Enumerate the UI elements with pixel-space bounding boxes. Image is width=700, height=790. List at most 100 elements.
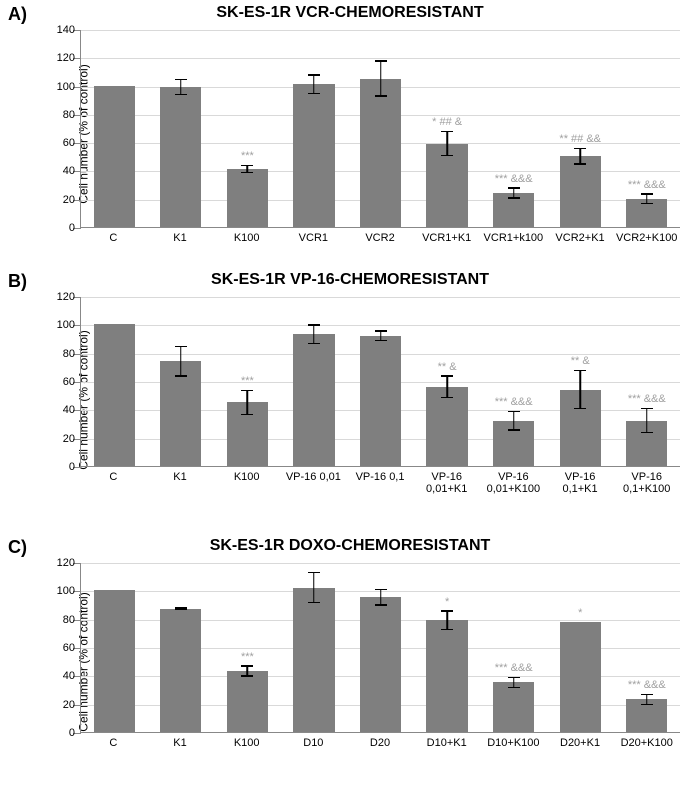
y-tick-label: 120 xyxy=(41,52,75,64)
x-tick-label: K1 xyxy=(147,228,214,254)
x-tick-label: VCR1+K1 xyxy=(413,228,480,254)
bar xyxy=(360,336,401,466)
chart-title: SK-ES-1R VCR-CHEMORESISTANT xyxy=(0,4,700,22)
significance-marker: *** xyxy=(214,151,281,163)
x-tick-label: VP-16 0,01 xyxy=(280,467,347,511)
y-tick-label: 0 xyxy=(41,727,75,739)
bar xyxy=(227,671,268,732)
bar-column: * ## & xyxy=(414,30,481,227)
y-tick-label: 100 xyxy=(41,81,75,93)
x-tick-label: VP-16 0,1+K1 xyxy=(547,467,614,511)
y-tick-label: 100 xyxy=(41,319,75,331)
x-tick-label: D20+K1 xyxy=(547,733,614,759)
bar-column xyxy=(281,297,348,466)
x-tick-label: D10 xyxy=(280,733,347,759)
bar-column: ** & xyxy=(547,297,614,466)
x-tick-label: C xyxy=(80,733,147,759)
x-tick-label: C xyxy=(80,228,147,254)
x-tick-label: VP-16 0,1+K100 xyxy=(613,467,680,511)
y-tick-label: 60 xyxy=(41,376,75,388)
x-tick-label: VP-16 0,01+K1 xyxy=(413,467,480,511)
bar-column: * xyxy=(547,563,614,732)
bar xyxy=(160,361,201,466)
bar-column xyxy=(347,563,414,732)
y-tick-label: 120 xyxy=(41,557,75,569)
x-tick-label: D10+K100 xyxy=(480,733,547,759)
bar xyxy=(94,86,135,227)
y-tick-label: 100 xyxy=(41,585,75,597)
significance-marker: *** &&& xyxy=(480,397,547,409)
bar-column: *** &&& xyxy=(480,297,547,466)
x-tick-label: VCR2 xyxy=(347,228,414,254)
x-tick-label: K100 xyxy=(213,733,280,759)
y-tick-label: 0 xyxy=(41,222,75,234)
bars-group: ******* &&&**** &&& xyxy=(81,563,680,732)
significance-marker: *** &&& xyxy=(480,663,547,675)
bar-column xyxy=(281,563,348,732)
x-tick-label: K1 xyxy=(147,467,214,511)
bars-group: *** ** & *** &&& ** & *** &&& xyxy=(81,297,680,466)
y-tick-label: 20 xyxy=(41,699,75,711)
bar-column: * xyxy=(414,563,481,732)
x-tick-label: D20 xyxy=(347,733,414,759)
significance-marker: * xyxy=(547,608,614,620)
plot-area: 020406080100120******* &&&**** &&& xyxy=(80,563,680,733)
y-tick-label: 40 xyxy=(41,404,75,416)
bar-column xyxy=(81,563,148,732)
significance-marker: *** &&& xyxy=(480,174,547,186)
chart-title: SK-ES-1R DOXO-CHEMORESISTANT xyxy=(0,537,700,555)
bar-column xyxy=(81,297,148,466)
bar-column: *** &&& xyxy=(614,30,681,227)
x-axis-labels: CK1K100VCR1VCR2VCR1+K1VCR1+k100VCR2+K1VC… xyxy=(80,228,680,254)
y-tick-label: 40 xyxy=(41,165,75,177)
bar xyxy=(560,156,601,227)
bar-column xyxy=(347,297,414,466)
bar-column: *** xyxy=(214,297,281,466)
significance-marker: *** &&& xyxy=(614,680,681,692)
bar-column: *** &&& xyxy=(614,297,681,466)
y-tick-label: 120 xyxy=(41,291,75,303)
bar-column xyxy=(281,30,348,227)
bar-column xyxy=(148,297,215,466)
bar-column: ** ## && xyxy=(547,30,614,227)
bar xyxy=(360,597,401,732)
bar-column: *** &&& xyxy=(614,563,681,732)
x-tick-label: D20+K100 xyxy=(613,733,680,759)
x-tick-label: K1 xyxy=(147,733,214,759)
chart-panel: C)SK-ES-1R DOXO-CHEMORESISTANTCell numbe… xyxy=(0,533,700,790)
y-tick-label: 80 xyxy=(41,348,75,360)
chart-panel: B)SK-ES-1R VP-16-CHEMORESISTANTCell numb… xyxy=(0,267,700,533)
x-tick-label: K100 xyxy=(213,228,280,254)
bar-column: ** & xyxy=(414,297,481,466)
plot-area: 020406080100120140**** ## &*** &&&** ## … xyxy=(80,30,680,228)
chart-title: SK-ES-1R VP-16-CHEMORESISTANT xyxy=(0,271,700,289)
x-tick-label: VCR1+k100 xyxy=(480,228,547,254)
significance-marker: * xyxy=(414,597,481,609)
x-tick-label: VCR2+K1 xyxy=(547,228,614,254)
bar xyxy=(94,324,135,466)
x-axis-labels: CK1K100D10D20D10+K1D10+K100D20+K1D20+K10… xyxy=(80,733,680,759)
significance-marker: ** & xyxy=(414,362,481,374)
bar xyxy=(227,169,268,227)
significance-marker: ** & xyxy=(547,356,614,368)
x-axis-labels: CK1K100VP-16 0,01VP-16 0,1VP-16 0,01+K1V… xyxy=(80,467,680,511)
bars-group: **** ## &*** &&&** ## &&*** &&& xyxy=(81,30,680,227)
bar xyxy=(426,620,467,732)
bar xyxy=(293,588,334,733)
significance-marker: *** &&& xyxy=(614,394,681,406)
plot-area: 020406080100120***** &*** &&&** &*** &&& xyxy=(80,297,680,467)
y-tick-label: 0 xyxy=(41,461,75,473)
x-tick-label: C xyxy=(80,467,147,511)
significance-marker: *** xyxy=(214,376,281,388)
significance-marker: *** &&& xyxy=(614,180,681,192)
x-tick-label: VCR2+K100 xyxy=(613,228,680,254)
figure-container: A)SK-ES-1R VCR-CHEMORESISTANTCell number… xyxy=(0,0,700,790)
x-tick-label: VP-16 0,1 xyxy=(347,467,414,511)
significance-marker: ** ## && xyxy=(547,134,614,146)
y-tick-label: 60 xyxy=(41,137,75,149)
bar-column: *** xyxy=(214,563,281,732)
bar xyxy=(560,622,601,733)
y-tick-label: 20 xyxy=(41,194,75,206)
x-tick-label: VP-16 0,01+K100 xyxy=(480,467,547,511)
bar-column: *** xyxy=(214,30,281,227)
